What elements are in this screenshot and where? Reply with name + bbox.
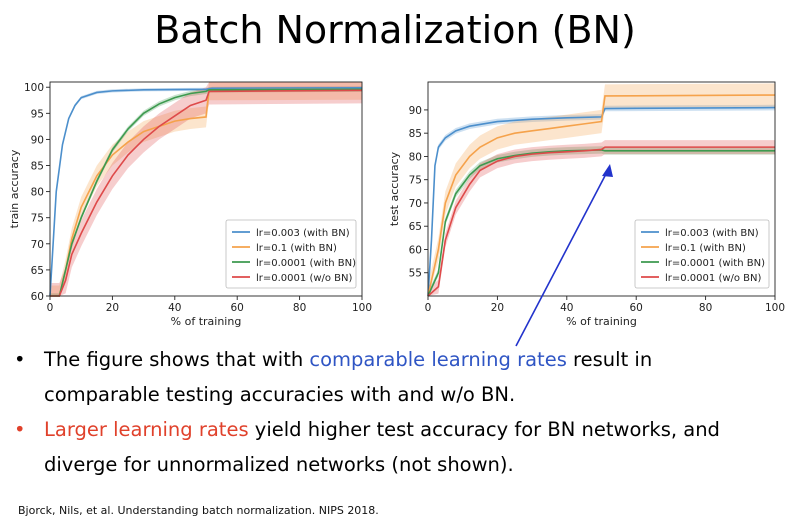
emphasis-diverge: diverge <box>44 453 118 476</box>
x-tick-label: 40 <box>168 302 181 314</box>
bullet-marker: • <box>14 418 26 441</box>
x-tick-label: 40 <box>560 302 573 314</box>
text-run: for BN networks, and <box>508 418 720 441</box>
y-tick-label: 75 <box>31 213 44 225</box>
x-tick-label: 100 <box>352 302 372 314</box>
y-tick-label: 80 <box>409 151 422 163</box>
highlight-comparable-learning-rates: comparable learning rates <box>309 348 567 371</box>
y-tick-label: 100 <box>24 82 44 94</box>
y-axis-label: test accuracy <box>388 151 401 226</box>
slide-title: Batch Normalization (BN) <box>154 8 636 52</box>
series-band <box>50 82 362 296</box>
bullet-list: • The figure shows that with comparable … <box>14 342 784 482</box>
y-tick-label: 55 <box>409 268 422 280</box>
y-tick-label: 70 <box>31 239 44 251</box>
series-line <box>427 146 775 297</box>
x-tick-label: 80 <box>293 302 306 314</box>
legend-label: lr=0.003 (with BN) <box>665 228 759 239</box>
x-tick-label: 60 <box>630 302 643 314</box>
bullet-1: • The figure shows that with comparable … <box>14 342 784 412</box>
x-tick-label: 0 <box>47 302 54 314</box>
text-run: result in <box>566 348 653 371</box>
bullet-marker: • <box>14 348 26 371</box>
x-axis-label: % of training <box>566 315 637 328</box>
legend-label: lr=0.0001 (w/o BN) <box>256 273 353 284</box>
series-line <box>49 86 363 297</box>
series-line <box>50 89 363 297</box>
y-tick-label: 65 <box>31 265 44 277</box>
legend-box <box>225 219 357 289</box>
emphasis-higher-test-accuracy: higher test accuracy <box>307 418 509 441</box>
x-axis-label: % of training <box>171 315 242 328</box>
y-tick-label: 85 <box>31 161 44 173</box>
x-tick-label: 20 <box>491 302 504 314</box>
legend-box <box>634 219 770 289</box>
bullet-1-line-1: The figure shows that with comparable le… <box>44 342 784 377</box>
emphasis-comparable-testing-accuracies: comparable testing accuracies <box>44 383 344 406</box>
y-tick-label: 95 <box>31 108 44 120</box>
text-run: The figure shows that with <box>44 348 310 371</box>
y-tick-label: 70 <box>409 198 422 210</box>
legend-label: lr=0.1 (with BN) <box>665 243 746 254</box>
legend-label: lr=0.0001 (with BN) <box>256 258 356 269</box>
series-line <box>50 88 363 297</box>
bullet-2: • Larger learning rates yield higher tes… <box>14 412 784 482</box>
x-tick-label: 80 <box>699 302 712 314</box>
train-accuracy-chart: 0 20 40 60 80 100 60 65 70 75 80 85 90 95 100 % of trai… <box>8 81 372 328</box>
x-tick-label: 0 <box>425 302 432 314</box>
bullet-1-line-2: comparable testing accuracies with and w… <box>44 377 784 412</box>
y-tick-label: 90 <box>31 134 44 146</box>
y-tick-label: 85 <box>409 128 422 140</box>
legend-label: lr=0.0001 (w/o BN) <box>665 273 762 284</box>
text-run: yield <box>248 418 308 441</box>
legend-label: lr=0.1 (with BN) <box>256 243 337 254</box>
series-line <box>427 94 776 297</box>
legend-label: lr=0.0001 (with BN) <box>665 258 765 269</box>
plot-frame <box>49 81 363 297</box>
bullet-2-line-1: Larger learning rates yield higher test … <box>44 412 784 447</box>
y-tick-label: 90 <box>409 105 422 117</box>
series-band <box>50 82 362 296</box>
legend-label: lr=0.003 (with BN) <box>256 228 350 239</box>
y-tick-label: 80 <box>31 187 44 199</box>
series-band <box>428 83 775 296</box>
citation: Bjorck, Nils, et al. Understanding batch… <box>18 504 379 517</box>
y-tick-label: 60 <box>409 244 422 256</box>
y-tick-label: 60 <box>31 291 44 303</box>
x-tick-label: 20 <box>106 302 119 314</box>
x-tick-label: 60 <box>231 302 244 314</box>
y-tick-label: 75 <box>409 175 422 187</box>
text-run: for unnormalized networks (not shown). <box>117 453 514 476</box>
highlight-larger-learning-rates: Larger learning rates <box>44 418 249 441</box>
y-tick-label: 65 <box>409 221 422 233</box>
x-tick-label: 100 <box>765 302 785 314</box>
test-accuracy-chart: 0 20 40 60 80 100 55 60 65 70 75 80 85 90 % of trainin… <box>388 81 785 328</box>
bullet-2-line-2: diverge for unnormalized networks (not s… <box>44 447 784 482</box>
y-axis-label: train accuracy <box>8 149 21 228</box>
text-run: with and w/o BN. <box>343 383 516 406</box>
